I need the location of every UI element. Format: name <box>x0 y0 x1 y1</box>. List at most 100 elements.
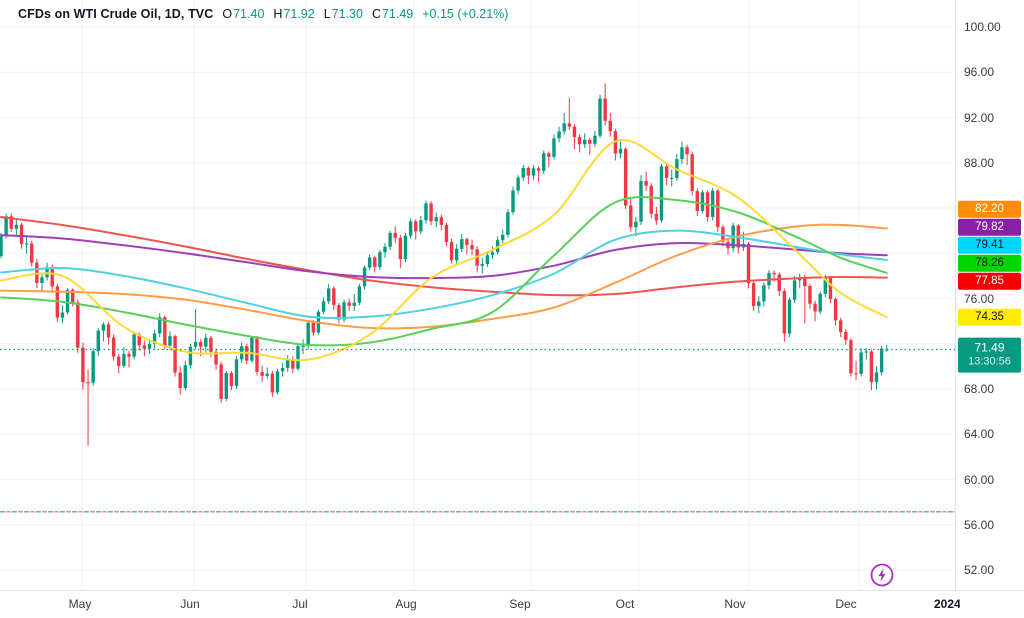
candle-body <box>229 372 234 386</box>
candle-body <box>286 359 290 368</box>
candle-body <box>193 342 198 347</box>
candle-body <box>127 353 131 357</box>
candle-body <box>485 255 490 264</box>
candle-body <box>296 346 300 369</box>
candle-body <box>158 317 162 334</box>
candle-body <box>137 334 141 346</box>
candle-body <box>465 239 469 246</box>
candle-body <box>91 351 95 383</box>
candle-body <box>342 302 346 320</box>
candle-body <box>751 283 756 307</box>
close-value: C 71.49 <box>371 7 414 21</box>
candle-body <box>337 305 341 320</box>
candle-body <box>219 364 223 399</box>
candle-body <box>823 277 828 294</box>
candle-body <box>680 147 684 160</box>
candle-body <box>777 274 781 292</box>
candle-body <box>470 245 474 250</box>
candle-body <box>670 177 674 179</box>
candle-body <box>644 181 648 186</box>
chart-canvas[interactable] <box>0 0 955 590</box>
time-axis-label: Jun <box>180 597 200 611</box>
candle-body <box>874 372 879 383</box>
candle-body <box>321 301 326 312</box>
candle-body <box>521 167 525 178</box>
candle-body <box>178 372 182 388</box>
candle-body <box>132 334 136 357</box>
price-axis-label: 76.00 <box>964 291 995 306</box>
candle-body <box>419 220 423 232</box>
candle-body <box>460 239 464 249</box>
candle-body <box>424 203 428 221</box>
candle-body <box>685 147 689 155</box>
candle-body <box>639 181 643 222</box>
candle-body <box>516 177 520 191</box>
candle-body <box>147 343 152 349</box>
candle-body <box>163 317 167 346</box>
candle-body <box>572 126 577 137</box>
price-axis-label: 60.00 <box>964 472 995 487</box>
candle-body <box>65 289 70 313</box>
candle-body <box>373 257 377 268</box>
symbol-title[interactable]: CFDs on WTI Crude Oil, 1D, TVC <box>18 7 214 21</box>
candle-body <box>772 272 776 275</box>
candle-body <box>506 212 510 235</box>
candle-body <box>603 98 607 121</box>
candle-body <box>838 320 843 332</box>
candle-body <box>439 217 444 225</box>
candle-body <box>234 359 239 386</box>
low-value: L 71.30 <box>323 7 363 21</box>
candle-body <box>690 154 694 192</box>
instant-trading-button[interactable] <box>868 561 896 589</box>
candle-body <box>270 373 275 393</box>
candle-body <box>393 232 397 238</box>
candle-body <box>403 235 408 260</box>
candle-body <box>198 342 203 347</box>
candle-body <box>367 257 372 268</box>
candle-body <box>782 291 787 334</box>
time-axis[interactable]: May Jun Jul Aug Sep Oct Nov Dec 2024 <box>0 590 1024 618</box>
candle-body <box>577 136 582 145</box>
price-axis-label: 92.00 <box>964 110 995 125</box>
candle-body <box>582 139 587 145</box>
candle-body <box>567 123 572 127</box>
candle-body <box>511 190 515 213</box>
candle-body <box>864 351 868 353</box>
candle-body <box>444 224 449 243</box>
candle-body <box>50 267 54 287</box>
candle-body <box>813 303 817 312</box>
change-value: +0.15 (+0.21%) <box>422 7 509 21</box>
candle-body <box>152 333 157 344</box>
candle-body <box>716 190 720 228</box>
indicator-price-badge: 79.41 <box>958 236 1021 254</box>
candle-body <box>183 365 188 388</box>
candle-body <box>879 348 884 373</box>
candle-body <box>757 301 761 307</box>
candle-body <box>275 371 280 393</box>
candle-body <box>547 153 551 157</box>
candle-body <box>808 286 812 304</box>
candle-body <box>562 123 566 132</box>
price-axis-label: 96.00 <box>964 65 995 80</box>
price-axis-label: 88.00 <box>964 155 995 170</box>
candle-body <box>117 356 121 366</box>
countdown-timer: 13:30:56 <box>968 355 1011 368</box>
candle-body <box>654 213 659 221</box>
candle-body <box>542 153 546 171</box>
candle-body <box>347 302 351 306</box>
time-axis-label: Oct <box>615 597 635 611</box>
candle-body <box>536 168 541 171</box>
time-axis-label: May <box>68 597 92 611</box>
candle-body <box>449 242 454 261</box>
price-axis[interactable]: 100.00 96.00 92.00 88.00 76.00 68.00 64.00 60.0… <box>955 0 1024 590</box>
candle-body <box>4 216 8 236</box>
candle-body <box>429 203 433 222</box>
candle-body <box>352 302 356 306</box>
candle-body <box>86 382 90 384</box>
candle-body <box>746 243 751 284</box>
candle-body <box>700 192 705 211</box>
ma-green-line <box>0 196 888 347</box>
candle-body <box>623 148 628 206</box>
